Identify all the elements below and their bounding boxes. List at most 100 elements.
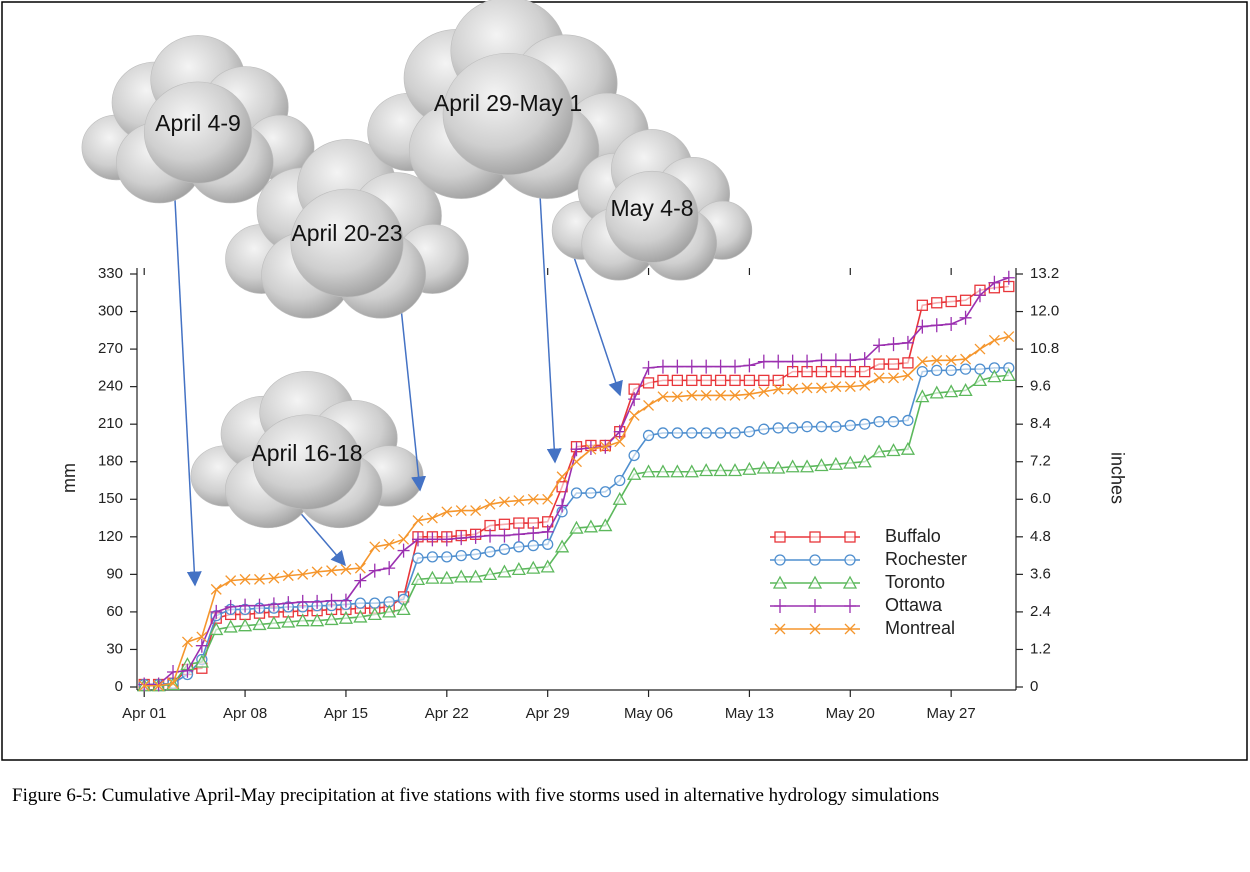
marker [656, 359, 669, 374]
y-tick-label: 330 [98, 265, 123, 282]
marker [511, 562, 526, 576]
marker [973, 288, 986, 303]
marker [382, 604, 397, 618]
marker [859, 365, 871, 378]
marker [614, 436, 626, 448]
marker [225, 575, 237, 587]
marker [540, 559, 555, 573]
marker [902, 357, 914, 369]
y-tick-label: 120 [98, 528, 123, 545]
marker [657, 427, 669, 439]
marker [916, 319, 929, 334]
marker [195, 638, 208, 653]
marker [742, 461, 757, 475]
marker [844, 365, 856, 378]
cloud-label: April 16-18 [251, 440, 362, 466]
marker [655, 464, 671, 478]
marker [210, 583, 222, 595]
marker [253, 598, 266, 613]
marker [513, 541, 525, 553]
marker [527, 526, 540, 541]
cloud-label: April 4-9 [155, 110, 241, 136]
marker [758, 423, 770, 435]
marker [642, 360, 655, 375]
marker [570, 442, 583, 457]
marker [324, 612, 339, 626]
x-tick-label: May 27 [927, 705, 976, 722]
marker [699, 463, 714, 477]
marker [713, 463, 728, 477]
legend-marker [809, 554, 821, 566]
x-tick-label: Apr 08 [223, 705, 267, 722]
marker [612, 491, 627, 505]
marker [830, 381, 842, 393]
marker [972, 373, 988, 387]
marker [614, 474, 626, 487]
marker [296, 594, 309, 609]
marker [196, 631, 208, 643]
legend-marker [774, 531, 786, 543]
marker [325, 593, 338, 608]
marker [931, 364, 943, 377]
marker [974, 363, 986, 375]
marker [859, 418, 871, 430]
marker [194, 654, 209, 668]
marker [785, 459, 800, 473]
marker [974, 343, 986, 355]
cloud-label: April 29-May 1 [434, 90, 582, 116]
marker [138, 677, 151, 692]
marker [498, 496, 510, 508]
marker [440, 532, 453, 547]
marker [814, 458, 829, 472]
marker [542, 538, 554, 550]
marker [469, 529, 482, 544]
marker [700, 427, 712, 439]
marker [815, 365, 828, 378]
marker [353, 609, 368, 623]
marker [439, 570, 454, 584]
cloud-label: April 20-23 [291, 220, 402, 246]
y2-tick-label: 13.2 [1030, 265, 1059, 282]
marker [959, 310, 972, 325]
marker [526, 560, 541, 574]
annotations: April 4-9 April 16-18 April 20-23 April 29-… [81, 0, 753, 587]
marker [354, 562, 366, 574]
marker [585, 443, 597, 455]
marker [657, 374, 669, 387]
marker [239, 598, 252, 613]
marker [412, 552, 424, 564]
marker [670, 464, 685, 478]
annotation-arrow [569, 244, 623, 397]
marker [901, 335, 914, 350]
x-tick-label: Apr 22 [425, 705, 469, 722]
y-tick-label: 90 [106, 565, 123, 582]
marker [815, 353, 828, 368]
marker [281, 614, 296, 628]
marker [369, 597, 381, 609]
marker [455, 505, 467, 516]
legend-marker [809, 531, 821, 543]
marker [396, 602, 411, 616]
plot-area: 0 30 60 90 120 150 180 210 240 270 300 330 0 1.2 2.4 3.… [98, 265, 1059, 722]
legend-marker [844, 599, 856, 613]
y-tick-label: 30 [106, 640, 123, 657]
cloud-puff [605, 170, 699, 263]
marker [945, 317, 958, 332]
marker [816, 382, 827, 394]
marker [715, 389, 727, 401]
marker [254, 573, 265, 585]
marker [916, 299, 928, 311]
marker [671, 374, 684, 387]
marker [583, 519, 599, 533]
marker [929, 385, 944, 399]
marker [684, 464, 699, 478]
marker [354, 573, 367, 588]
marker [412, 515, 424, 527]
marker [830, 365, 842, 378]
marker [411, 532, 424, 547]
marker [657, 391, 669, 403]
marker [714, 359, 727, 374]
marker [743, 374, 756, 387]
marker [743, 426, 756, 438]
